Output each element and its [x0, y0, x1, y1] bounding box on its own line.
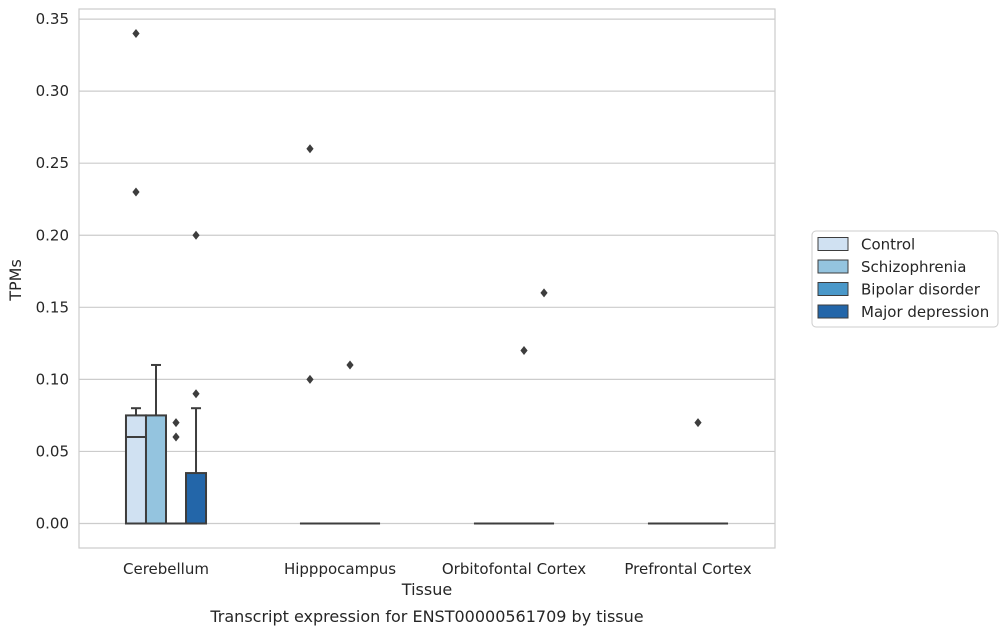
legend-swatch: [817, 304, 849, 319]
grid-lines: [79, 18, 775, 525]
box-body: [185, 472, 208, 525]
x-tick-labels: Cerebellum Hipppocampus Orbitofontal Corte…: [123, 560, 752, 578]
legend-frame: [811, 230, 999, 328]
box-bipolar-disorder: [166, 418, 187, 525]
outlier-point: [306, 374, 314, 384]
outlier-point: [192, 230, 200, 240]
chart-title: Transcript expression for ENST0000056170…: [209, 607, 643, 626]
outlier-point: [694, 418, 702, 428]
plot-frame: [78, 8, 776, 549]
box-major-depression: [185, 230, 208, 525]
outlier-point: [306, 144, 314, 154]
box-bipolar-disorder: [688, 418, 709, 525]
box-control: [124, 29, 147, 525]
x-tick-label: Cerebellum: [123, 560, 209, 578]
legend: Control Schizophrenia Bipolar disorder Majo…: [811, 230, 999, 328]
y-tick-label: 0.30: [36, 82, 69, 100]
box-major-depression: [534, 288, 555, 525]
x-tick-label: Orbitofontal Cortex: [442, 560, 586, 578]
y-axis-label: TPMs: [6, 259, 25, 302]
legend-label: Control: [861, 236, 915, 254]
box-schizophrenia: [144, 363, 168, 525]
y-tick-label: 0.00: [36, 515, 69, 533]
box-bipolar-disorder: [340, 360, 361, 525]
outlier-point: [192, 389, 200, 399]
outlier-point: [172, 432, 180, 442]
y-tick-label: 0.05: [36, 442, 69, 460]
y-tick-labels: 0.00 0.05 0.10 0.15 0.20 0.25 0.30 0.35: [36, 10, 69, 532]
outlier-point: [172, 418, 180, 428]
outlier-point: [346, 360, 354, 370]
outlier-point: [132, 29, 140, 38]
legend-label: Major depression: [861, 303, 989, 321]
box-bipolar-disorder: [514, 346, 535, 525]
y-tick-label: 0.15: [36, 298, 69, 316]
x-tick-label: Hipppocampus: [284, 560, 396, 578]
legend-swatch: [817, 237, 849, 251]
box-series: [124, 29, 729, 525]
x-tick-label: Prefrontal Cortex: [624, 560, 751, 578]
y-tick-label: 0.10: [36, 370, 69, 388]
y-tick-label: 0.25: [36, 154, 69, 172]
x-axis-label: Tissue: [401, 580, 452, 599]
legend-label: Schizophrenia: [861, 258, 966, 276]
y-tick-label: 0.20: [36, 226, 69, 244]
outlier-point: [520, 346, 528, 356]
outlier-point: [540, 288, 548, 298]
legend-swatch: [817, 259, 849, 274]
legend-label: Bipolar disorder: [861, 281, 981, 299]
legend-swatch: [817, 282, 849, 296]
box-control: [299, 144, 320, 525]
box-body: [144, 414, 168, 525]
y-tick-label: 0.35: [36, 10, 69, 28]
outlier-point: [132, 187, 140, 197]
box-body: [124, 414, 147, 525]
